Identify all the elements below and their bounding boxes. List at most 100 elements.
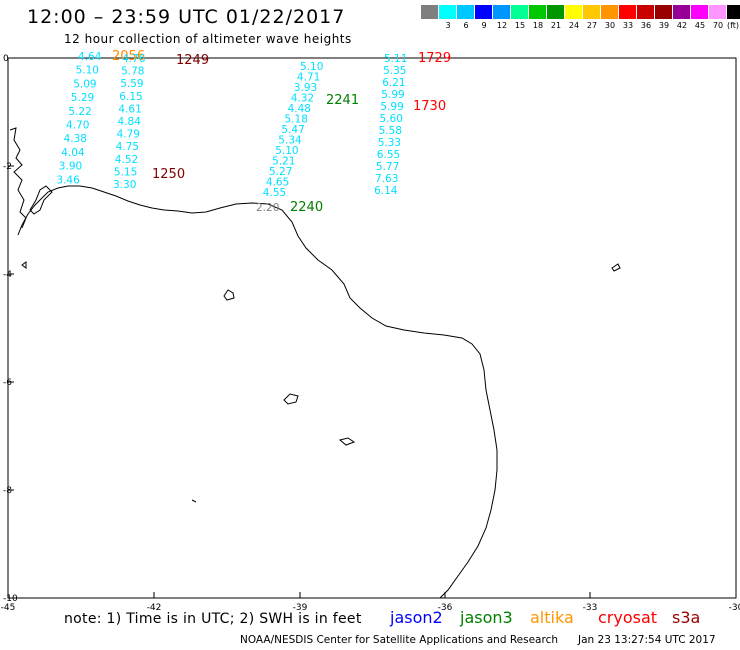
wave-height-value: 4.64 xyxy=(78,51,102,63)
wave-height-value: 5.21 xyxy=(272,156,295,168)
wave-height-value: 4.55 xyxy=(263,187,286,199)
wave-height-value: 4.71 xyxy=(297,72,320,84)
wave-height-value: 6.21 xyxy=(382,77,405,89)
wave-height-value: 5.34 xyxy=(278,135,302,147)
color-scale-label: 42 xyxy=(676,21,688,30)
color-scale-label: 45 xyxy=(694,21,706,30)
wave-height-value: 5.99 xyxy=(381,89,404,101)
pass-time-label: 1730 xyxy=(413,99,446,114)
color-scale-swatch xyxy=(439,5,457,19)
color-scale-label: 24 xyxy=(568,21,580,30)
color-scale-unit: (ft) xyxy=(727,21,740,30)
wave-height-value: 4.75 xyxy=(116,141,139,153)
wave-height-value: 3.46 xyxy=(56,174,80,186)
y-tick-label: -2 xyxy=(3,162,12,172)
wave-height-value: 5.27 xyxy=(269,166,292,178)
satellite-legend-jason3: jason3 xyxy=(460,608,513,627)
wave-height-color-scale xyxy=(421,5,740,19)
color-scale-swatch xyxy=(583,5,601,19)
color-scale-label: 30 xyxy=(604,21,616,30)
wave-height-value: 5.15 xyxy=(114,166,137,178)
wave-height-value: 4.52 xyxy=(115,154,138,166)
color-scale-swatch xyxy=(565,5,583,19)
satellite-legend-cryosat: cryosat xyxy=(598,608,658,627)
wave-height-value: 6.55 xyxy=(377,149,400,161)
color-scale-label: 15 xyxy=(514,21,526,30)
color-scale-swatch xyxy=(673,5,691,19)
wave-height-value: 7.63 xyxy=(375,173,398,185)
coastline xyxy=(17,185,498,599)
wave-height-value: 4.04 xyxy=(61,147,85,159)
color-scale-label: 70 xyxy=(712,21,724,30)
wave-height-value: 5.58 xyxy=(379,125,402,137)
color-scale-label: 39 xyxy=(658,21,670,30)
color-scale-label: 36 xyxy=(640,21,652,30)
pass-time-label: 1729 xyxy=(418,51,451,66)
wave-height-value: 4.65 xyxy=(266,177,289,189)
color-scale-swatch xyxy=(601,5,619,19)
wave-height-value: 4.38 xyxy=(64,133,87,145)
color-scale-label: 18 xyxy=(532,21,544,30)
wave-height-value: 5.10 xyxy=(275,145,298,157)
color-scale-label: 3 xyxy=(445,21,451,30)
wave-height-value: 6.14 xyxy=(374,185,398,197)
x-tick-label: -39 xyxy=(293,603,308,613)
wave-height-value: 5.09 xyxy=(73,78,96,90)
map-note: note: 1) Time is in UTC; 2) SWH is in fe… xyxy=(64,611,362,627)
color-scale-swatch xyxy=(547,5,565,19)
color-scale-swatch xyxy=(529,5,547,19)
satellite-legend-jason2: jason2 xyxy=(390,608,443,627)
wave-height-value: 5.78 xyxy=(121,66,144,78)
coastline-detail-2 xyxy=(29,185,53,215)
wave-height-value: 4.79 xyxy=(117,129,140,141)
island xyxy=(223,289,235,301)
wave-height-value: 5.29 xyxy=(71,92,94,104)
wave-height-value: 5.77 xyxy=(376,161,399,173)
pass-time-label: 2056 xyxy=(112,49,145,64)
wave-height-value: 3.30 xyxy=(113,179,136,191)
color-scale-label: 21 xyxy=(550,21,562,30)
wave-height-value: 5.18 xyxy=(285,114,308,126)
color-scale-swatch xyxy=(709,5,727,19)
wave-height-value: 5.99 xyxy=(380,101,403,113)
coastline-detail xyxy=(9,127,27,229)
wave-height-value: 5.33 xyxy=(378,137,401,149)
generation-timestamp: Jan 23 13:27:54 UTC 2017 xyxy=(578,634,716,646)
map-title: 12:00 – 23:59 UTC 01/22/2017 xyxy=(27,6,346,28)
y-tick-label: -10 xyxy=(3,594,18,604)
pass-time-label: 1250 xyxy=(152,167,185,182)
island xyxy=(191,499,197,503)
color-scale-label: 6 xyxy=(463,21,469,30)
island xyxy=(338,437,356,446)
wave-height-value: 2.20 xyxy=(256,202,279,214)
wave-height-value: 5.59 xyxy=(120,78,143,90)
wave-height-value: 5.11 xyxy=(384,53,407,65)
wave-height-value: 3.90 xyxy=(59,161,82,173)
satellite-legend-altika: altika xyxy=(530,608,574,627)
x-tick-label: -36 xyxy=(438,603,453,613)
color-scale-labels: 3 6 9 12 15 18 21 24 27 30 33 36 39 42 45 70 xyxy=(421,21,727,30)
wave-height-value: 6.15 xyxy=(119,91,142,103)
color-scale-swatch xyxy=(493,5,511,19)
wave-height-value: 4.61 xyxy=(118,103,141,115)
color-scale-swatch xyxy=(637,5,655,19)
pass-time-label: 2240 xyxy=(290,200,323,215)
color-scale-label: 12 xyxy=(496,21,508,30)
wave-height-value: 4.84 xyxy=(118,116,142,128)
wave-height-value: 5.35 xyxy=(383,65,406,77)
wave-height-value: 4.32 xyxy=(291,93,314,105)
map-frame xyxy=(7,57,737,599)
wave-height-value: 5.22 xyxy=(68,106,91,118)
island xyxy=(611,263,621,272)
x-tick-label: -33 xyxy=(583,603,598,613)
color-scale-label: 33 xyxy=(622,21,634,30)
wave-height-value: 5.60 xyxy=(380,113,403,125)
wave-height-value: 5.10 xyxy=(300,61,323,73)
wave-height-value: 4.48 xyxy=(288,103,311,115)
pass-time-label: 1249 xyxy=(176,53,209,68)
pass-time-label: 2241 xyxy=(326,93,359,108)
color-scale-swatch xyxy=(511,5,529,19)
footer-credit: NOAA/NESDIS Center for Satellite Applica… xyxy=(240,634,558,646)
color-scale-label: 9 xyxy=(481,21,487,30)
